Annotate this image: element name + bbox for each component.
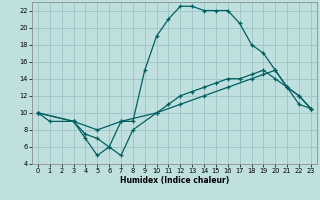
- X-axis label: Humidex (Indice chaleur): Humidex (Indice chaleur): [120, 176, 229, 185]
